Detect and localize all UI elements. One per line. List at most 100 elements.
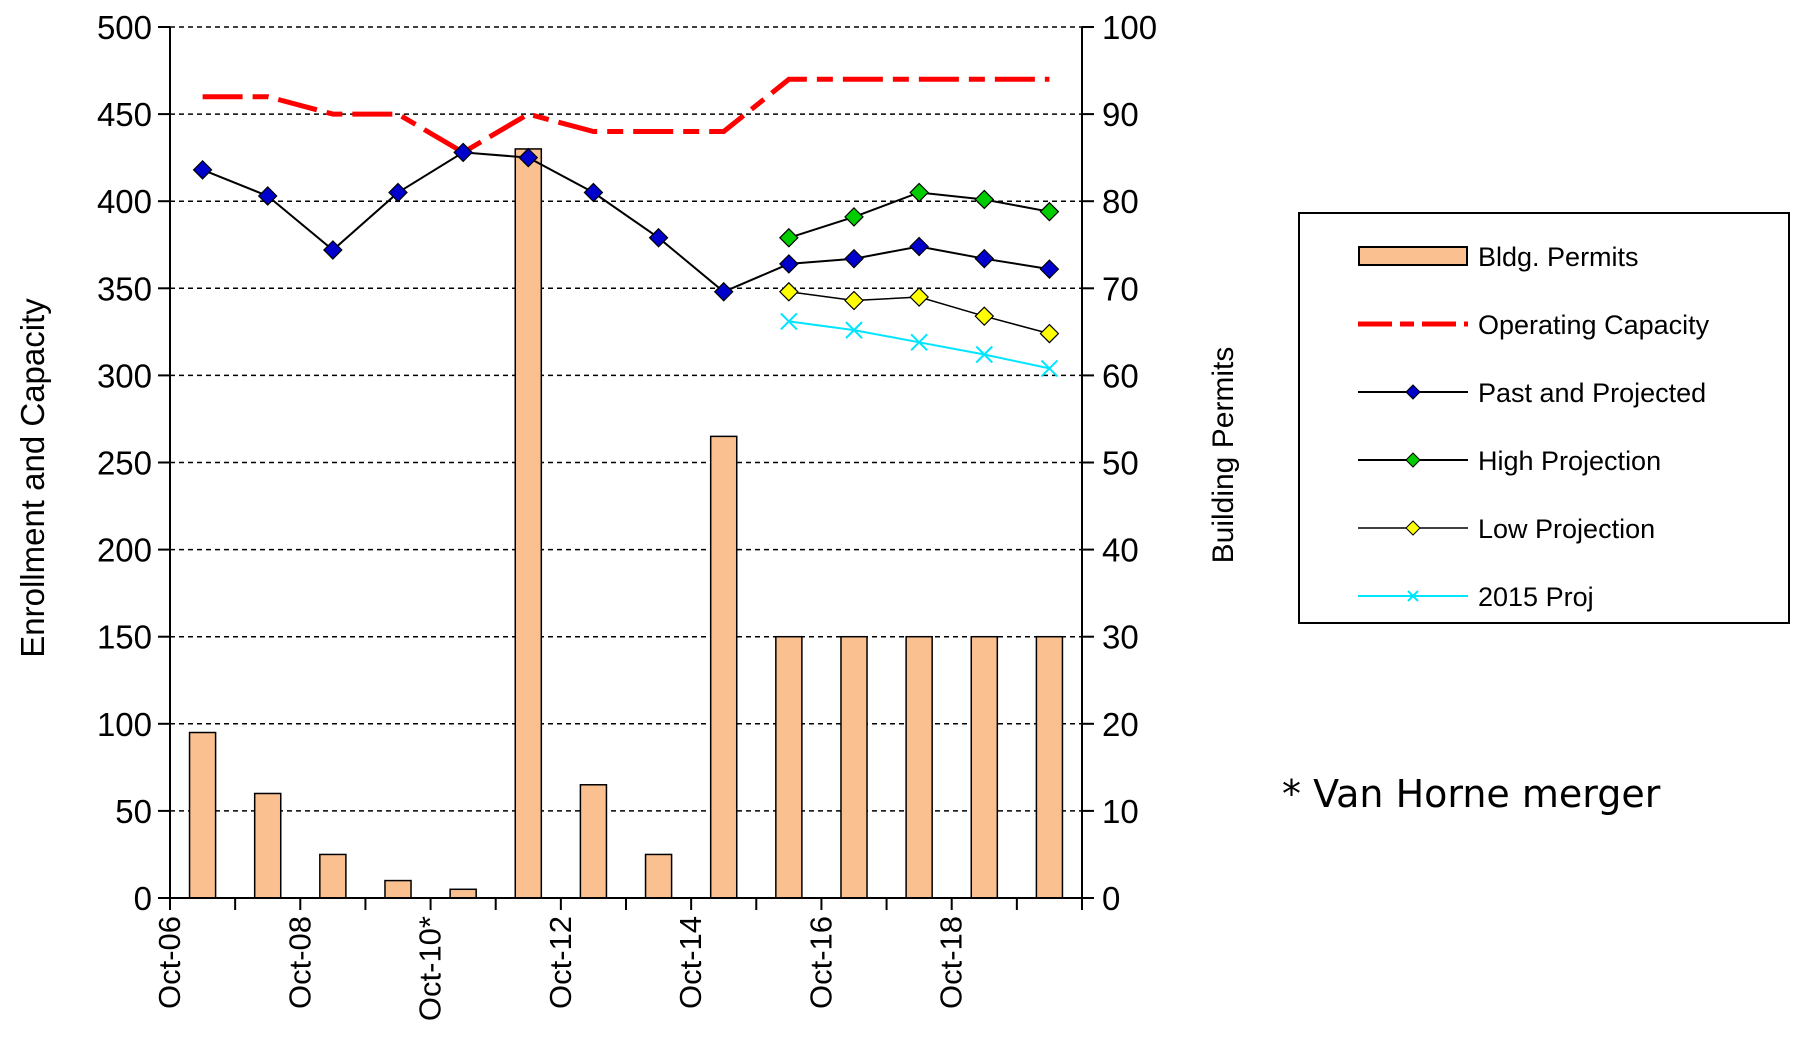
legend-item-high-projection: High Projection [1300,440,1788,480]
point-marker [779,254,799,274]
bar [775,635,803,899]
y-tick-label: 0 [134,880,152,917]
point-marker [388,182,408,203]
point-marker [257,186,278,206]
y-tick-label: 150 [97,619,152,656]
legend-item-low-projection: Low Projection [1300,508,1788,548]
legend-swatch-diamond-line-icon [1358,520,1468,536]
legend: Bldg. Permits Operating Capacity Past an… [1298,212,1790,624]
bar [253,792,282,899]
point-marker [323,240,343,260]
series-line [788,320,1050,370]
point-marker [779,281,799,302]
legend-label: Bldg. Permits [1478,242,1639,272]
y2-tick-label: 70 [1102,270,1139,307]
bar [188,731,217,899]
y-tick-label: 500 [97,9,152,46]
y2-tick-label: 10 [1102,793,1139,830]
point-marker [909,236,929,257]
y2-tick-label: 30 [1102,619,1139,656]
point-marker [845,321,863,339]
y-tick-label: 50 [115,793,152,830]
bar [449,888,477,899]
y2-tick-label: 20 [1102,706,1139,743]
y2-tick-label: 50 [1102,445,1139,482]
bar [840,635,868,899]
legend-swatch-bar-icon [1358,246,1468,266]
point-marker [453,142,473,163]
legend-swatch-diamond-line-icon [1358,452,1468,468]
legend-item-bldg-permits: Bldg. Permits [1300,236,1788,276]
footnote: * Van Horne merger [1282,772,1661,816]
y-tick-label: 450 [97,96,152,133]
point-marker [779,227,799,248]
y2-tick-label: 60 [1102,357,1139,394]
bar-series [188,148,1064,899]
y-tick-label: 400 [97,183,152,220]
y2-tick-label: 0 [1102,880,1120,917]
legend-label: High Projection [1478,446,1662,476]
point-marker [1040,359,1059,378]
bar [970,635,999,899]
point-marker [910,333,928,352]
x-tick-label: Oct-16 [803,916,838,1009]
point-marker [844,248,864,269]
x-tick-label: Oct-10* [413,916,448,1021]
y2-tick-label: 90 [1102,96,1139,133]
bar [319,853,347,899]
bar [1035,635,1064,899]
point-marker [909,287,929,307]
legend-swatch-x-line-icon [1358,590,1468,602]
legend-label: 2015 Proj [1478,582,1594,612]
y2-tick-label: 40 [1102,532,1139,569]
point-marker [844,207,864,227]
y-axis-label: Enrollment and Capacity [14,298,51,658]
point-marker [909,182,929,203]
point-marker [713,281,734,302]
legend-swatch-dashed-line-icon [1358,321,1468,327]
point-marker [844,290,864,311]
point-marker [583,182,604,203]
point-marker [518,147,539,168]
legend-swatch-diamond-line-icon [1358,384,1468,400]
x-tick-label: Oct-06 [152,916,187,1009]
bar [514,148,543,899]
legend-item-past-projected: Past and Projected [1300,372,1788,412]
point-marker [192,159,213,180]
point-marker [1039,201,1060,222]
legend-label: Past and Projected [1478,378,1707,408]
enrollment-chart: 0 50 100 150 200 250 300 350 400 450 500 0 10 20 30 40 5… [14,9,1240,1021]
y-tick-label: 350 [97,270,152,307]
y2-tick-label: 100 [1102,9,1157,46]
series-line [202,151,1050,293]
y-tick-label: 300 [97,357,152,394]
point-marker [974,189,995,210]
y-tick-label: 100 [97,706,152,743]
axes: 0 50 100 150 200 250 300 350 400 450 500 0 10 20 30 40 5… [97,9,1157,1021]
line-series [192,76,1060,378]
point-marker [1039,259,1060,279]
point-marker [974,306,995,327]
legend-item-operating-capacity: Operating Capacity [1300,304,1788,344]
legend-item-2015-proj: 2015 Proj [1300,576,1788,616]
legend-label: Operating Capacity [1478,310,1710,340]
bar [384,879,412,899]
point-marker [975,345,993,364]
y2-tick-label: 80 [1102,183,1139,220]
y-tick-label: 250 [97,445,152,482]
bar [644,853,673,899]
x-tick-label: Oct-08 [282,916,317,1009]
point-marker [780,312,798,331]
point-marker [974,248,995,269]
point-marker [648,227,669,248]
series-line [202,76,1050,156]
x-tick-label: Oct-12 [543,916,578,1009]
gridlines [170,26,1082,812]
bar [905,635,933,899]
point-marker [1039,323,1060,344]
y-tick-label: 200 [97,532,152,569]
x-tick-label: Oct-18 [934,916,969,1009]
y2-axis-label: Building Permits [1207,347,1240,564]
bar [579,784,608,899]
bar [709,435,738,899]
